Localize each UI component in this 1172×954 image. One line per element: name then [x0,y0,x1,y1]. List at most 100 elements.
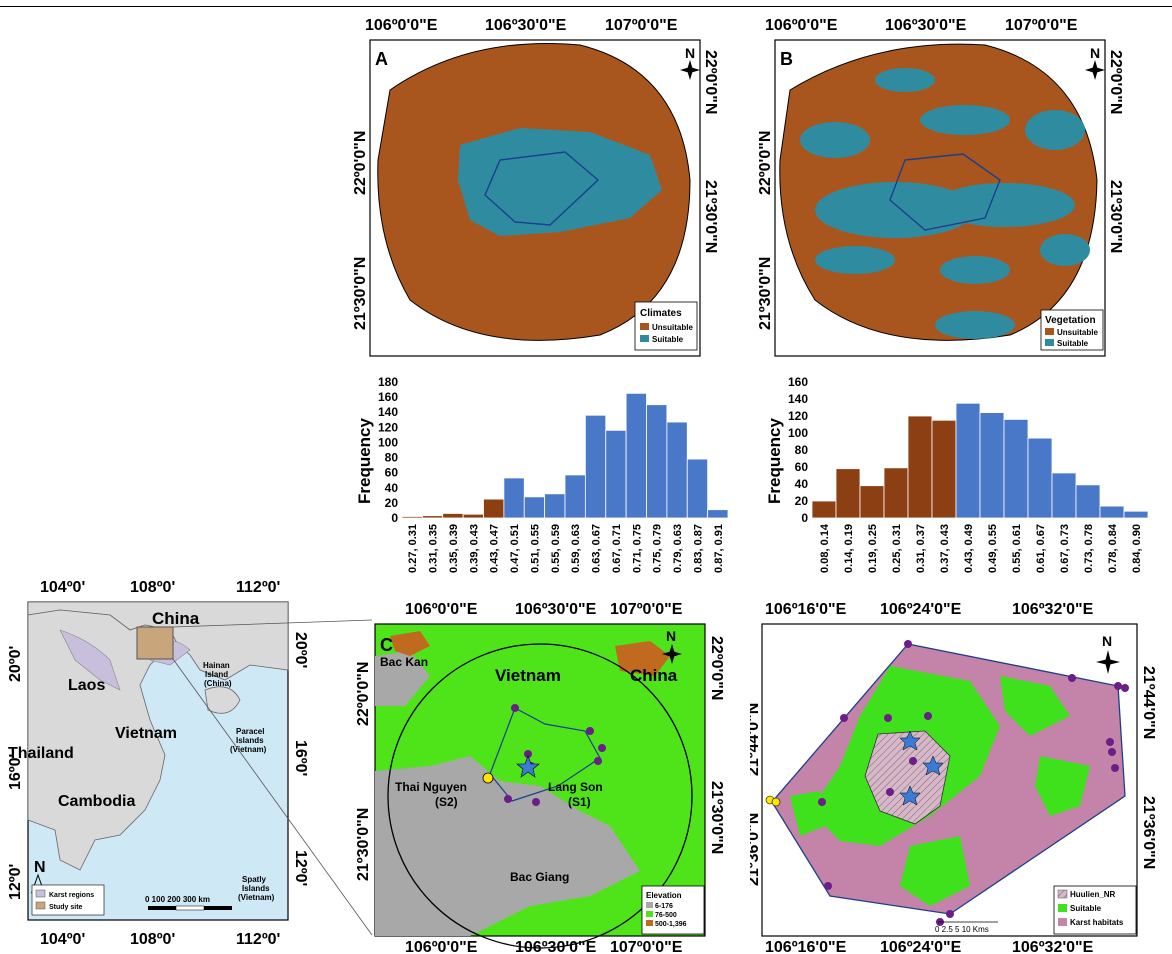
overview-lon-ticks-bottom: 104º0' 108º0' 112º0' [40,931,280,948]
svg-text:106º0'0"E: 106º0'0"E [405,601,478,618]
histogram-vegetation-ylabel: Frequency [765,417,784,504]
panel-b-map: B N 106º0'0"E 106º30'0"E 107º0'0"E 22º0'… [757,17,1124,357]
panel-b-lat-left-1: 22º0'0"N [757,131,774,195]
histogram-bar [564,474,586,519]
panel-d-north-label: N [1102,633,1112,649]
svg-text:Bac Kan: Bac Kan [380,655,428,669]
study-buffer-circle [387,643,693,949]
histogram-bar [931,419,957,519]
xtick-label: 0.19, 0.25 [867,524,879,573]
svg-text:Unsuitable: Unsuitable [652,323,693,332]
svg-text:Hainan: Hainan [203,661,230,670]
svg-text:104º0': 104º0' [40,931,85,948]
svg-text:106º24'0"E: 106º24'0"E [880,939,962,954]
histogram-bar [483,498,505,519]
panel-d-lon-ticks-top: 106º16'0"E 106º24'0"E 106º32'0"E [765,601,1094,618]
histogram-bar [401,516,423,519]
histogram-bar [1003,419,1029,519]
xtick-label: 0.49, 0.55 [987,524,999,573]
study-site-s2-points [765,795,781,807]
overview-north-label: N [34,859,46,876]
svg-text:106º0'0"E: 106º0'0"E [405,939,478,954]
svg-text:112º0': 112º0' [236,931,280,948]
ytick-label: 100 [378,435,398,449]
svg-text:0 100 200 300 km: 0 100 200 300 km [145,895,210,904]
panel-c-lat-left-2: 21º30'0"N [355,808,372,881]
xtick-label: 0.43, 0.49 [963,524,975,573]
svg-text:Unsuitable: Unsuitable [1057,328,1098,337]
xtick-label: 0.55, 0.59 [550,524,562,573]
panel-d-lat-left-1: 21º44'0"N [750,703,762,776]
histogram-bar [625,392,647,519]
panel-a-lat-right-1: 22º0'0"N [702,50,719,114]
overview-lat-right-1: 20º0' [292,632,309,668]
panel-c-letter: C [380,635,393,655]
panel-d-north-arrow [1096,650,1120,674]
xtick-label: 0.78, 0.84 [1107,523,1119,573]
survey-stars [899,730,944,806]
histogram-bar [1027,437,1053,519]
svg-text:106º0'0"E: 106º0'0"E [765,17,838,34]
ytick-label: 40 [795,477,809,491]
panel-d-lat-left-2: 21º36'0"N [750,813,762,886]
svg-text:106º30'0"E: 106º30'0"E [885,17,967,34]
svg-text:Cambodia: Cambodia [58,793,135,810]
histogram-bar [1051,472,1077,519]
ytick-label: 0 [391,511,398,525]
climate-suitable-area [458,128,662,236]
histogram-bar [859,485,885,519]
panel-a-lat-left-2: 21º30'0"N [352,257,369,330]
xtick-label: 0.75, 0.79 [652,524,664,573]
ytick-label: 140 [378,405,398,419]
histogram-bar [544,493,566,519]
histogram-bar [1099,505,1125,519]
svg-text:108º0': 108º0' [130,931,175,948]
svg-text:107º0'0"E: 107º0'0"E [605,17,678,34]
panel-d-legend: Huulien_NR Suitable Karst habitats [1053,885,1137,935]
panel-b-letter: B [780,49,793,69]
histogram-climate: Frequency 0 20 40 60 80 100 120 140 160 180 0.27, … [350,374,740,590]
histogram-bar [955,402,981,519]
xtick-label: 0.61, 0.67 [1035,524,1047,573]
svg-text:(S2): (S2) [435,795,458,809]
xtick-label: 0.71, 0.75 [631,524,643,573]
ytick-label: 120 [788,409,808,423]
ytick-label: 160 [788,375,808,389]
histogram-vegetation: Frequency 0 20 40 60 80 100 120 140 160 0.08, 0.1… [760,374,1160,590]
svg-text:(Vietnam): (Vietnam) [238,893,275,902]
histogram-bar [503,477,525,519]
indochina-land [27,609,171,871]
panel-b-north-arrow [1085,60,1105,80]
svg-text:107º0'0"E: 107º0'0"E [1005,17,1078,34]
svg-text:Islands: Islands [242,884,270,893]
overview-lat-left-2: 16º0' [7,754,24,790]
svg-text:Paracel: Paracel [236,727,264,736]
histogram-bar [584,414,607,519]
histogram-bar [462,513,484,519]
xtick-label: 0.14, 0.19 [843,524,855,573]
svg-text:Vietnam: Vietnam [115,725,177,742]
panel-b-lat-right-1: 22º0'0"N [1107,50,1124,114]
histogram-bar [666,421,688,519]
panel-b-lat-left-2: 21º30'0"N [757,257,774,330]
panel-a-letter: A [375,49,388,69]
ytick-label: 60 [795,460,809,474]
histogram-bar [421,515,444,519]
svg-text:106º16'0"E: 106º16'0"E [765,939,847,954]
svg-text:Climates: Climates [640,308,682,319]
panel-b-lon-ticks: 106º0'0"E 106º30'0"E 107º0'0"E [765,17,1078,34]
histogram-bar [646,404,668,519]
svg-text:Karst regions: Karst regions [49,892,94,899]
xtick-label: 0.79, 0.63 [672,524,684,573]
overview-map-svg: 104º0' 108º0' 112º0' China Laos Vietnam … [7,579,309,948]
ytick-label: 180 [378,375,398,389]
ytick-label: 160 [378,390,398,404]
vegetation-suitable-patches [800,68,1090,339]
xtick-label: 0.87, 0.91 [713,524,725,573]
svg-text:106º30'0"E: 106º30'0"E [515,601,597,618]
svg-text:107º0'0"E: 107º0'0"E [610,939,683,954]
overview-lat-left-3: 12º0' [7,864,24,900]
svg-text:Thailand: Thailand [8,745,74,762]
svg-text:108º0': 108º0' [130,579,175,596]
